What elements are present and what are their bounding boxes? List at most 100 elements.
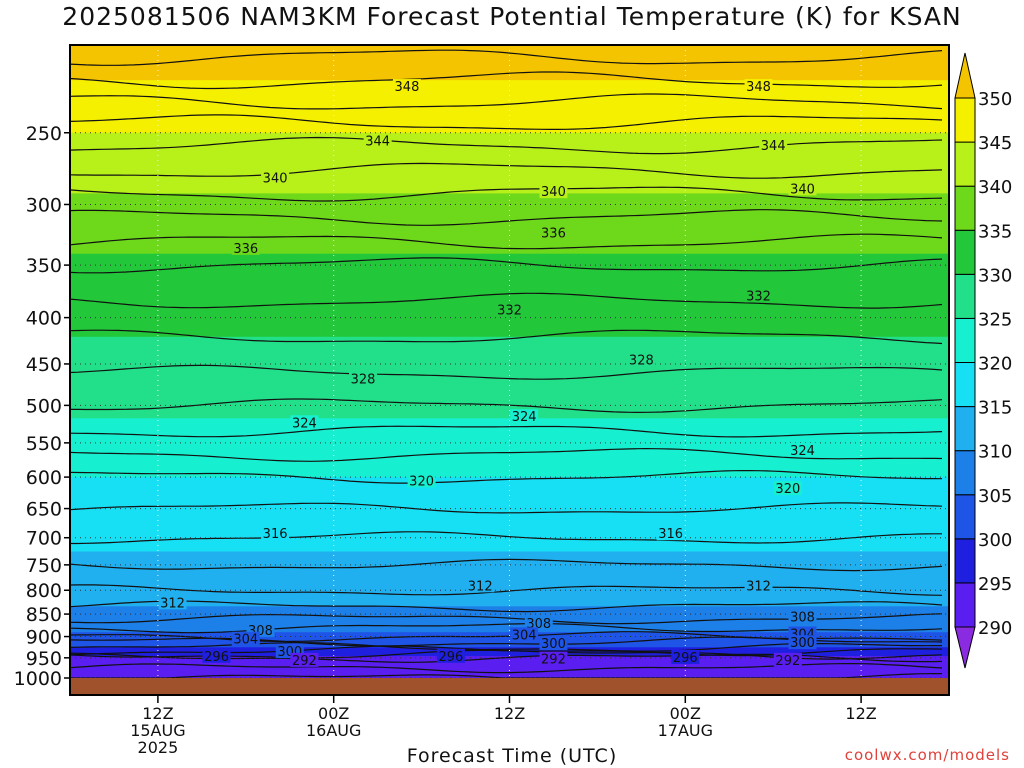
contour-label: 344 xyxy=(365,135,390,150)
contour-label: 316 xyxy=(263,527,288,542)
contour-label: 344 xyxy=(761,139,786,154)
contour-334 xyxy=(69,257,943,274)
contour-label-bg xyxy=(539,636,568,651)
contour-label-bg xyxy=(788,181,817,196)
grid-lines xyxy=(70,45,949,679)
contour-label: 348 xyxy=(395,80,420,95)
contour-label: 296 xyxy=(673,651,698,666)
contour-350 xyxy=(69,71,943,90)
colorbar-segment xyxy=(954,450,976,496)
colorbar-label: 300 xyxy=(978,530,1012,551)
colorbar-label: 310 xyxy=(978,442,1012,463)
contour-label-bg xyxy=(788,442,817,457)
x-tick-label: 2025 xyxy=(138,738,179,757)
contour-label: 340 xyxy=(790,182,815,197)
contour-label: 336 xyxy=(233,242,258,257)
contour-label-bg xyxy=(158,595,187,610)
colorbar-label: 290 xyxy=(978,618,1012,639)
colorbar-segment xyxy=(954,185,976,231)
contour-label: 340 xyxy=(263,171,288,186)
y-tick-label: 900 xyxy=(26,627,62,649)
contour-label: 308 xyxy=(790,610,815,625)
contour-label: 328 xyxy=(629,354,654,369)
colorbar-segment xyxy=(954,317,976,363)
y-tick-label: 950 xyxy=(26,648,62,670)
contour-label: 304 xyxy=(233,633,258,648)
theta-band xyxy=(70,193,949,255)
y-tick-label: 850 xyxy=(26,604,62,626)
contour-label-bg xyxy=(392,79,421,94)
contour-labels: 348 348 344 344 340 340 340 336 336 332 332 328 328 3… xyxy=(158,79,817,669)
colorbar-label: 340 xyxy=(978,177,1012,198)
site-credit: coolwx.com/models xyxy=(844,746,1010,764)
contour-label: 324 xyxy=(292,416,317,431)
y-tick-label: 250 xyxy=(26,123,62,145)
y-tick-label: 800 xyxy=(26,580,62,602)
contour-label-bg xyxy=(407,473,436,488)
contour-label: 300 xyxy=(541,637,566,652)
contour-342 xyxy=(69,162,943,179)
contour-label-bg xyxy=(524,616,553,631)
contour-label: 296 xyxy=(438,650,463,665)
contour-label-bg xyxy=(539,651,568,666)
y-tick-label: 700 xyxy=(26,528,62,550)
contour-label-bg xyxy=(231,240,260,255)
contour-label-bg xyxy=(627,352,656,367)
colorbar-segment xyxy=(954,229,976,275)
contour-label: 296 xyxy=(204,650,229,665)
colorbar-label: 345 xyxy=(978,133,1012,154)
contour-label-bg xyxy=(436,648,465,663)
contour-label: 312 xyxy=(468,579,493,594)
y-tick-label: 650 xyxy=(26,499,62,521)
y-tick-label: 300 xyxy=(26,194,62,216)
contour-label-bg xyxy=(290,415,319,430)
contour-label: 312 xyxy=(160,596,185,611)
y-tick-label: 400 xyxy=(26,308,62,330)
contour-label: 328 xyxy=(351,373,376,388)
pressure-axis: 2503003504004505005506006507007508008509… xyxy=(14,123,70,690)
contour-label: 304 xyxy=(512,628,537,643)
contour-label-bg xyxy=(788,635,817,650)
colorbar-segment xyxy=(954,362,976,408)
contour-label-bg xyxy=(671,649,700,664)
contour-332 xyxy=(69,292,943,309)
contour-312 xyxy=(69,584,943,596)
y-tick-label: 350 xyxy=(26,255,62,277)
contour-label: 324 xyxy=(790,444,815,459)
contour-label-bg xyxy=(759,138,788,153)
x-tick-label: 12Z xyxy=(845,704,876,723)
contour-label-bg xyxy=(231,631,260,646)
colorbar-min-arrow xyxy=(954,626,976,669)
x-axis-label: Forecast Time (UTC) xyxy=(406,745,618,767)
colorbar-label: 320 xyxy=(978,354,1012,375)
contour-314 xyxy=(69,558,943,572)
contour-label-bg xyxy=(539,184,568,199)
isentrope-contours xyxy=(69,49,943,679)
contour-label: 332 xyxy=(746,289,771,304)
contour-label-bg xyxy=(466,578,495,593)
y-tick-label: 750 xyxy=(26,555,62,577)
contour-label-bg xyxy=(510,627,539,642)
contour-346 xyxy=(69,114,943,130)
contour-336 xyxy=(69,233,943,250)
x-tick-label: 12Z xyxy=(494,704,525,723)
contour-340 xyxy=(69,186,943,202)
x-tick-label: 16AUG xyxy=(306,721,361,740)
ground-surface xyxy=(70,678,949,695)
contour-label-bg xyxy=(744,79,773,94)
contour-label-bg xyxy=(773,481,802,496)
contour-330 xyxy=(69,329,943,345)
contour-label: 316 xyxy=(658,527,683,542)
contour-label-bg xyxy=(261,526,290,541)
colorbar-segment xyxy=(954,494,976,540)
contour-label-bg xyxy=(349,371,377,386)
contour-328 xyxy=(69,364,943,380)
contour-label: 320 xyxy=(409,474,434,489)
colorbar-label: 350 xyxy=(978,89,1012,110)
contour-label-bg xyxy=(744,578,773,593)
contour-label-bg xyxy=(202,648,231,663)
chart-title: 2025081506 NAM3KM Forecast Potential Tem… xyxy=(62,2,962,31)
theta-band xyxy=(70,477,949,552)
contour-label-bg xyxy=(539,225,568,240)
